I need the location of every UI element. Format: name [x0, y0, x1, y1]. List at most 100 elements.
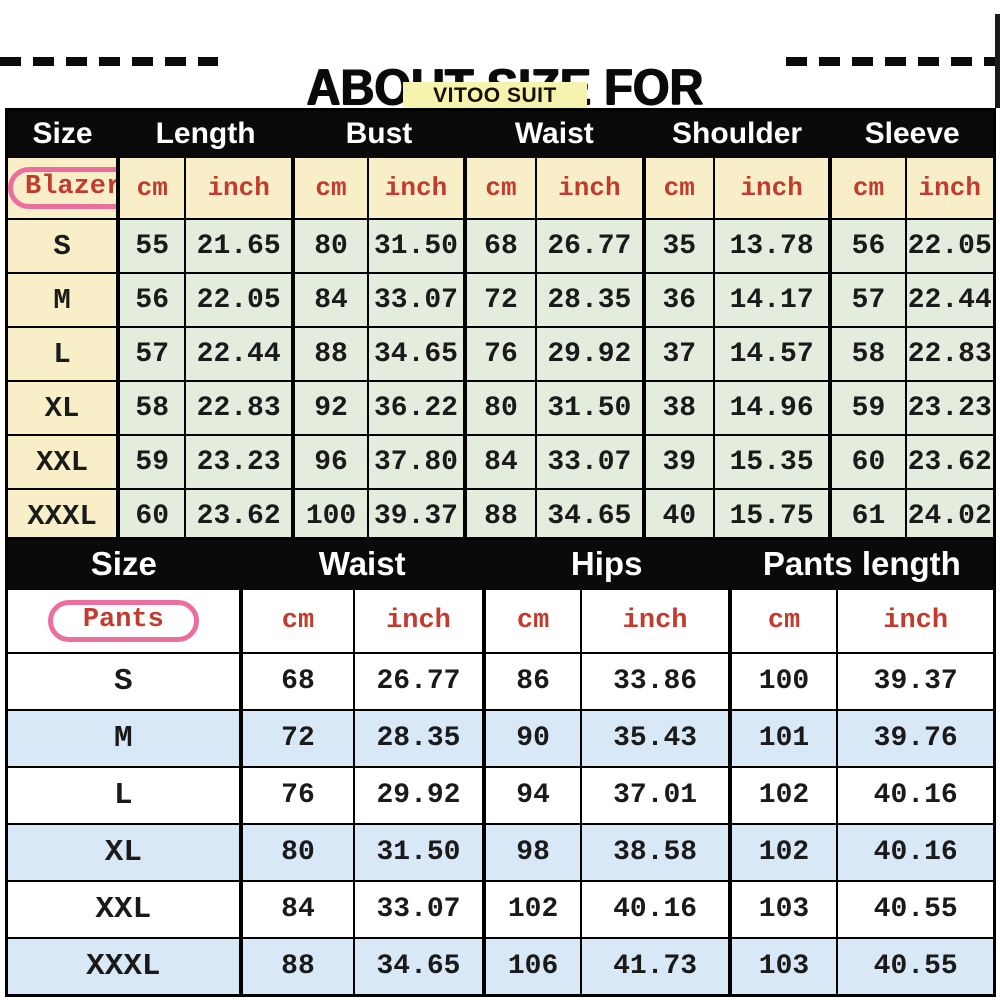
value-cell: 39.37 — [367, 488, 466, 545]
value-cell: 36.22 — [367, 380, 466, 436]
column-header: Hips — [482, 537, 731, 590]
column-header: Size — [5, 108, 120, 158]
size-row: M 72 28.35 90 35.43 101 39.76 — [5, 709, 996, 768]
value-cell: 84 — [290, 272, 370, 328]
value-cell: 33.07 — [535, 434, 645, 490]
value-cell: 94 — [481, 766, 583, 825]
unit-cell: cm — [727, 588, 839, 654]
value-cell: 23.62 — [904, 434, 996, 490]
value-cell: 35 — [641, 218, 715, 274]
value-cell: 59 — [116, 434, 187, 490]
unit-cell: inch — [712, 156, 832, 220]
value-cell: 40.16 — [580, 880, 731, 939]
value-cell: 102 — [481, 880, 583, 939]
value-cell: 29.92 — [353, 766, 485, 825]
column-header: Length — [117, 108, 294, 158]
value-cell: 34.65 — [353, 937, 485, 997]
unit-cell: cm — [828, 156, 907, 220]
unit-cell: cm — [462, 156, 538, 220]
value-cell: 80 — [290, 218, 370, 274]
value-cell: 80 — [462, 380, 538, 436]
value-cell: 14.57 — [712, 326, 832, 382]
unit-cell: cm — [290, 156, 370, 220]
value-cell: 31.50 — [353, 823, 485, 882]
value-cell: 100 — [727, 652, 839, 711]
size-cell: XXXL — [5, 937, 242, 997]
value-cell: 68 — [462, 218, 538, 274]
value-cell: 56 — [828, 218, 907, 274]
value-cell: 13.78 — [712, 218, 832, 274]
value-cell: 40.16 — [836, 823, 996, 882]
value-cell: 22.05 — [184, 272, 294, 328]
value-cell: 40.16 — [836, 766, 996, 825]
pants-table-body: Size Waist Hips Pants length Pants cm inch cm in… — [5, 537, 996, 997]
size-cell: XL — [5, 380, 120, 436]
value-cell: 26.77 — [353, 652, 485, 711]
value-cell: 38 — [641, 380, 715, 436]
value-cell: 80 — [238, 823, 356, 882]
size-row: S 55 21.65 80 31.50 68 26.77 35 13.78 56 22.05 — [5, 218, 996, 274]
value-cell: 40.55 — [836, 937, 996, 997]
size-row: XXXL 60 23.62 100 39.37 88 34.65 40 15.75 61 24.02 — [5, 488, 996, 545]
value-cell: 92 — [290, 380, 370, 436]
value-cell: 57 — [828, 272, 907, 328]
size-cell: S — [5, 652, 242, 711]
table-header-row: Size Waist Hips Pants length — [5, 537, 996, 590]
value-cell: 21.65 — [184, 218, 294, 274]
size-cell: M — [5, 272, 120, 328]
size-cell: S — [5, 218, 120, 274]
size-row: XL 80 31.50 98 38.58 102 40.16 — [5, 823, 996, 882]
value-cell: 26.77 — [535, 218, 645, 274]
value-cell: 40 — [641, 488, 715, 545]
size-row: XXL 59 23.23 96 37.80 84 33.07 39 15.35 60 23.62 — [5, 434, 996, 490]
size-row: M 56 22.05 84 33.07 72 28.35 36 14.17 57 22.44 — [5, 272, 996, 328]
value-cell: 34.65 — [367, 326, 466, 382]
value-cell: 34.65 — [535, 488, 645, 545]
unit-cell: inch — [836, 588, 996, 654]
size-row: L 57 22.44 88 34.65 76 29.92 37 14.57 58 22.83 — [5, 326, 996, 382]
value-cell: 106 — [481, 937, 583, 997]
value-cell: 59 — [828, 380, 907, 436]
unit-cell: inch — [580, 588, 731, 654]
value-cell: 37.01 — [580, 766, 731, 825]
unit-cell: cm — [481, 588, 583, 654]
unit-cell: cm — [116, 156, 187, 220]
value-cell: 100 — [290, 488, 370, 545]
value-cell: 60 — [828, 434, 907, 490]
dashed-line-right — [786, 57, 1000, 66]
value-cell: 37 — [641, 326, 715, 382]
unit-header-row: Blazer cm inch cm inch cm inch cm inch cm inch — [5, 156, 996, 220]
unit-cell: inch — [904, 156, 996, 220]
value-cell: 22.05 — [904, 218, 996, 274]
value-cell: 35.43 — [580, 709, 731, 768]
unit-cell: inch — [353, 588, 485, 654]
size-cell: XXL — [5, 434, 120, 490]
garment-label-circled: Blazer — [8, 167, 117, 209]
size-cell: L — [5, 766, 242, 825]
value-cell: 22.83 — [904, 326, 996, 382]
value-cell: 68 — [238, 652, 356, 711]
size-cell: XL — [5, 823, 242, 882]
value-cell: 31.50 — [367, 218, 466, 274]
size-row: XXL 84 33.07 102 40.16 103 40.55 — [5, 880, 996, 939]
value-cell: 14.96 — [712, 380, 832, 436]
value-cell: 33.07 — [367, 272, 466, 328]
value-cell: 103 — [727, 937, 839, 997]
unit-cell: cm — [641, 156, 715, 220]
value-cell: 102 — [727, 823, 839, 882]
pants-size-table: Size Waist Hips Pants length Pants cm inch cm in… — [5, 537, 996, 997]
value-cell: 96 — [290, 434, 370, 490]
value-cell: 72 — [238, 709, 356, 768]
value-cell: 14.17 — [712, 272, 832, 328]
value-cell: 33.07 — [353, 880, 485, 939]
value-cell: 58 — [116, 380, 187, 436]
value-cell: 29.92 — [535, 326, 645, 382]
value-cell: 15.35 — [712, 434, 832, 490]
value-cell: 84 — [462, 434, 538, 490]
value-cell: 23.62 — [184, 488, 294, 545]
value-cell: 98 — [481, 823, 583, 882]
unit-cell: cm — [238, 588, 356, 654]
value-cell: 39.76 — [836, 709, 996, 768]
unit-header-row: Pants cm inch cm inch cm inch — [5, 588, 996, 654]
